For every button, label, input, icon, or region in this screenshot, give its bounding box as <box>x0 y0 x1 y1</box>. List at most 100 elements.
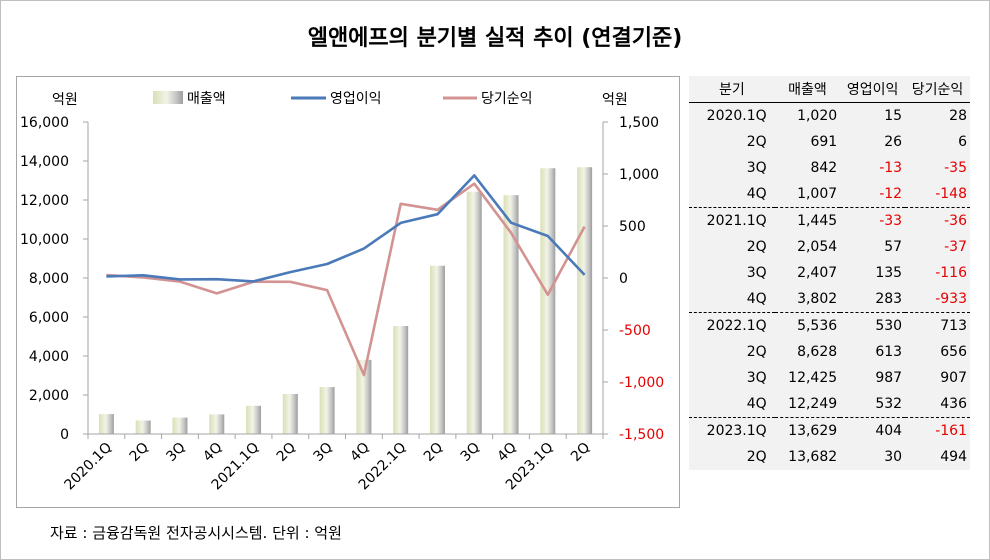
table-cell-rev: 8,628 <box>797 344 838 360</box>
x-tick-label: 2020.1Q <box>61 440 115 494</box>
left-tick-label: 0 <box>60 427 69 443</box>
table-cell-rev: 13,629 <box>774 417 841 444</box>
right-tick-label: 0 <box>619 271 628 287</box>
revenue-bar <box>429 265 445 434</box>
page-title: 엘앤에프의 분기별 실적 추이 (연결기준) <box>307 26 683 51</box>
table-cell-op: 613 <box>875 344 903 360</box>
x-tick-label: 2Q <box>421 440 446 465</box>
legend-label-revenue: 매출액 <box>187 91 226 107</box>
table-cell-op: 404 <box>840 417 906 444</box>
table-cell-q: 3Q <box>746 265 767 281</box>
table-cell-rev: 5,536 <box>774 312 841 339</box>
table-header-row: 분기 매출액 영업이익 당기순익 <box>689 76 970 103</box>
legend-swatch-revenue <box>153 91 183 104</box>
revenue-bar <box>319 387 335 434</box>
left-tick-label: 6,000 <box>29 310 69 326</box>
table-cell-rev: 1,020 <box>797 108 838 124</box>
table-row: 3Q 842 -13 -35 <box>689 155 970 181</box>
table-cell-rev: 842 <box>810 160 838 176</box>
table-cell-net: -36 <box>905 207 970 234</box>
source-note: 자료 : 금융감독원 전자공시시스템. 단위 : 억원 <box>50 524 342 542</box>
table-row: 2Q 13,682 30 494 <box>689 444 970 470</box>
table-cell-rev: 12,425 <box>788 370 838 386</box>
table-cell-rev: 13,682 <box>788 449 838 465</box>
table-cell-net: -116 <box>935 265 967 281</box>
table-cell-op: 283 <box>875 291 903 307</box>
table-cell-net: -35 <box>944 160 967 176</box>
legend-label-net: 당기순익 <box>481 91 533 107</box>
table-row: 4Q 1,007 -12 -148 <box>689 181 970 208</box>
revenue-bar <box>246 405 262 434</box>
table-cell-net: 6 <box>958 134 967 150</box>
table-cell-net: -933 <box>935 291 967 307</box>
table-cell-net: 436 <box>940 396 967 412</box>
right-tick-label: 500 <box>619 219 646 235</box>
table-cell-op: -13 <box>879 160 903 176</box>
revenue-bar <box>282 393 298 434</box>
right-tick-label: 1,000 <box>619 167 659 183</box>
table-cell-op: 30 <box>884 449 903 465</box>
revenue-bar <box>393 326 409 434</box>
table-header-cell: 분기 <box>718 82 745 98</box>
x-tick-label: 4Q <box>494 440 519 465</box>
table-header-cell: 영업이익 <box>846 82 899 98</box>
left-tick-label: 14,000 <box>20 154 69 170</box>
table-cell-op: 532 <box>875 396 903 412</box>
revenue-bar <box>209 414 225 434</box>
right-axis-unit: 억원 <box>602 92 628 108</box>
table-row: 2Q 8,628 613 656 <box>689 339 970 365</box>
table-cell-op: 57 <box>884 239 903 255</box>
table-row: 2022.1Q 5,536 530 713 <box>689 312 970 339</box>
table-header-cell: 매출액 <box>788 82 827 98</box>
table-cell-net: 907 <box>940 370 967 386</box>
table-cell-rev: 1,007 <box>797 186 838 202</box>
table-cell-rev: 2,407 <box>797 265 838 281</box>
table-cell-op: 987 <box>875 370 903 386</box>
table-header-cell: 당기순익 <box>911 82 964 98</box>
table-cell-net: 28 <box>949 108 967 124</box>
revenue-bar <box>98 414 114 434</box>
revenue-bar <box>503 195 519 434</box>
table-cell-q: 3Q <box>746 160 767 176</box>
x-tick-label: 2Q <box>274 440 299 465</box>
table-cell-rev: 1,445 <box>774 207 841 234</box>
table-cell-rev: 12,249 <box>788 396 838 412</box>
revenue-bar <box>466 191 482 434</box>
table-cell-q: 2022.1Q <box>689 312 775 339</box>
table-cell-q: 2Q <box>746 449 767 465</box>
table-row: 2020.1Q 1,020 15 28 <box>689 103 970 130</box>
table-row: 3Q 12,425 987 907 <box>689 365 970 391</box>
table-row: 2Q 691 26 6 <box>689 129 970 155</box>
table-cell-q: 4Q <box>746 291 767 307</box>
table-row: 2021.1Q 1,445 -33 -36 <box>689 207 970 234</box>
left-tick-label: 4,000 <box>29 349 69 365</box>
table-cell-net: -148 <box>935 186 967 202</box>
table-cell-q: 2Q <box>746 344 767 360</box>
x-tick-label: 2Q <box>568 440 593 465</box>
table-cell-op: 26 <box>884 134 903 150</box>
revenue-bar <box>135 420 151 434</box>
table-cell-q: 2020.1Q <box>706 108 767 124</box>
chart-frame <box>16 76 680 508</box>
x-tick-label: 3Q <box>311 440 336 465</box>
table-cell-q: 2023.1Q <box>689 417 775 444</box>
data-table: 분기 매출액 영업이익 당기순익 2020.1Q 1,020 15 28 2Q 691 26 6 3Q… <box>689 76 970 470</box>
table-cell-net: -161 <box>905 417 970 444</box>
x-tick-label: 3Q <box>458 440 483 465</box>
right-tick-label: -500 <box>619 323 651 339</box>
operating-profit-line <box>106 174 586 283</box>
revenue-bar <box>356 359 372 434</box>
table-row: 3Q 2,407 135 -116 <box>689 260 970 286</box>
table-cell-rev: 3,802 <box>797 291 838 307</box>
table-cell-q: 4Q <box>746 186 767 202</box>
left-tick-label: 8,000 <box>29 271 69 287</box>
table-cell-q: 2Q <box>746 134 767 150</box>
table-cell-rev: 2,054 <box>797 239 838 255</box>
table-row: 4Q 12,249 532 436 <box>689 391 970 418</box>
table-cell-q: 2Q <box>746 239 767 255</box>
table-cell-q: 2021.1Q <box>689 207 775 234</box>
left-tick-label: 12,000 <box>20 193 69 209</box>
revenue-bar <box>577 167 593 435</box>
revenue-bar <box>172 417 188 434</box>
left-tick-label: 10,000 <box>20 232 69 248</box>
